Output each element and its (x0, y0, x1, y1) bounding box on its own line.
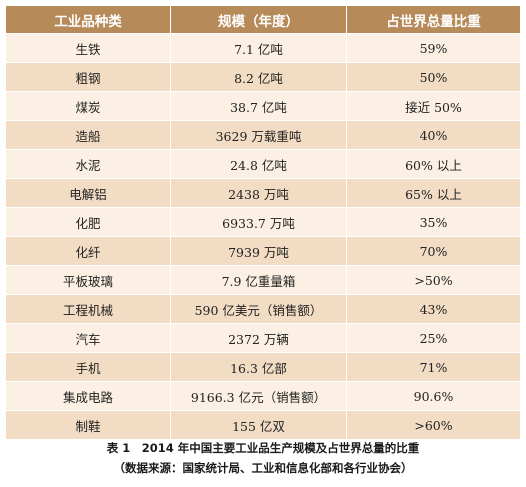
share-cell: 70% (347, 236, 520, 265)
share-cell: 65% 以上 (347, 178, 520, 207)
table-row: 集成电路 9166.3 亿元（销售额） 90.6% (6, 381, 520, 410)
scale-cell: 155 亿双 (171, 410, 347, 439)
share-cell: >60% (347, 410, 520, 439)
scale-cell: 8.2 亿吨 (171, 62, 347, 91)
share-cell: 60% 以上 (347, 149, 520, 178)
header-product-type: 工业品种类 (6, 6, 171, 33)
share-cell: 71% (347, 352, 520, 381)
product-name-cell: 造船 (6, 120, 171, 149)
product-name-cell: 电解铝 (6, 178, 171, 207)
table-row: 手机 16.3 亿部 71% (6, 352, 520, 381)
scale-cell: 2438 万吨 (171, 178, 347, 207)
share-cell: 43% (347, 294, 520, 323)
scale-cell: 590 亿美元（销售额） (171, 294, 347, 323)
table-row: 水泥 24.8 亿吨 60% 以上 (6, 149, 520, 178)
table-row: 制鞋 155 亿双 >60% (6, 410, 520, 439)
scale-cell: 3629 万载重吨 (171, 120, 347, 149)
scale-cell: 38.7 亿吨 (171, 91, 347, 120)
table-row: 化纤 7939 万吨 70% (6, 236, 520, 265)
scale-cell: 7.1 亿吨 (171, 33, 347, 62)
product-name-cell: 集成电路 (6, 381, 171, 410)
product-name-cell: 化纤 (6, 236, 171, 265)
table-row: 汽车 2372 万辆 25% (6, 323, 520, 352)
table-body: 生铁 7.1 亿吨 59% 粗钢 8.2 亿吨 50% 煤炭 38.7 亿吨 接… (6, 33, 520, 439)
scale-cell: 24.8 亿吨 (171, 149, 347, 178)
product-name-cell: 工程机械 (6, 294, 171, 323)
table-row: 造船 3629 万载重吨 40% (6, 120, 520, 149)
product-name-cell: 煤炭 (6, 91, 171, 120)
product-name-cell: 粗钢 (6, 62, 171, 91)
scale-cell: 6933.7 万吨 (171, 207, 347, 236)
share-cell: >50% (347, 265, 520, 294)
header-scale: 规模（年度） (171, 6, 347, 33)
share-cell: 59% (347, 33, 520, 62)
share-cell: 40% (347, 120, 520, 149)
table-row: 电解铝 2438 万吨 65% 以上 (6, 178, 520, 207)
table-row: 化肥 6933.7 万吨 35% (6, 207, 520, 236)
header-row: 工业品种类 规模（年度） 占世界总量比重 (6, 6, 520, 33)
table-row: 粗钢 8.2 亿吨 50% (6, 62, 520, 91)
table-caption-title: 表 1 2014 年中国主要工业品生产规模及占世界总量的比重 (106, 441, 420, 455)
scale-cell: 16.3 亿部 (171, 352, 347, 381)
product-name-cell: 生铁 (6, 33, 171, 62)
scale-cell: 9166.3 亿元（销售额） (171, 381, 347, 410)
data-table-container: 工业品种类 规模（年度） 占世界总量比重 生铁 7.1 亿吨 59% 粗钢 8.… (6, 6, 520, 439)
share-cell: 50% (347, 62, 520, 91)
table-header: 工业品种类 规模（年度） 占世界总量比重 (6, 6, 520, 33)
table-row: 生铁 7.1 亿吨 59% (6, 33, 520, 62)
product-name-cell: 手机 (6, 352, 171, 381)
header-world-share: 占世界总量比重 (347, 6, 520, 33)
product-name-cell: 平板玻璃 (6, 265, 171, 294)
share-cell: 35% (347, 207, 520, 236)
scale-cell: 7.9 亿重量箱 (171, 265, 347, 294)
product-name-cell: 汽车 (6, 323, 171, 352)
table-row: 煤炭 38.7 亿吨 接近 50% (6, 91, 520, 120)
product-name-cell: 水泥 (6, 149, 171, 178)
industrial-products-table: 工业品种类 规模（年度） 占世界总量比重 生铁 7.1 亿吨 59% 粗钢 8.… (6, 6, 520, 439)
share-cell: 25% (347, 323, 520, 352)
table-caption-source: （数据来源：国家统计局、工业和信息化部和各行业协会） (113, 461, 413, 475)
table-row: 工程机械 590 亿美元（销售额） 43% (6, 294, 520, 323)
scale-cell: 7939 万吨 (171, 236, 347, 265)
product-name-cell: 化肥 (6, 207, 171, 236)
scale-cell: 2372 万辆 (171, 323, 347, 352)
product-name-cell: 制鞋 (6, 410, 171, 439)
share-cell: 90.6% (347, 381, 520, 410)
share-cell: 接近 50% (347, 91, 520, 120)
table-row: 平板玻璃 7.9 亿重量箱 >50% (6, 265, 520, 294)
